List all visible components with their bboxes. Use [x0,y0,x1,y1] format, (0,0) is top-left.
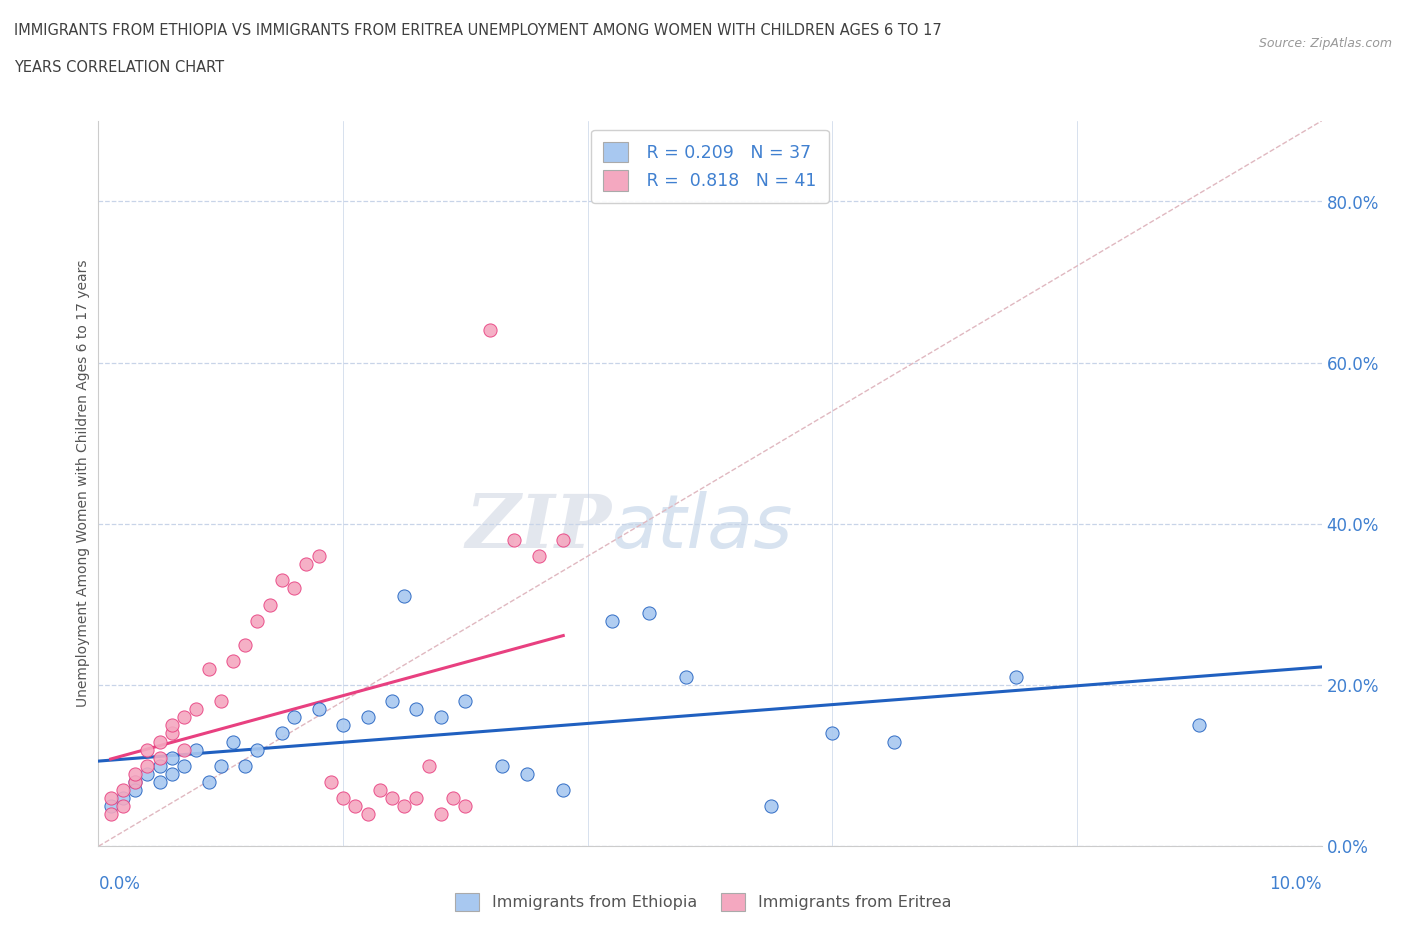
Point [527,549,550,564]
Legend: Immigrants from Ethiopia, Immigrants from Eritrea: Immigrants from Ethiopia, Immigrants fro… [449,886,957,917]
Point [136,766,159,781]
Point [761,799,783,814]
Point [478,323,501,338]
Point [441,790,464,805]
Point [392,589,416,604]
Point [173,742,195,757]
Point [100,806,122,821]
Point [100,799,122,814]
Point [368,782,391,797]
Point [270,726,294,741]
Point [136,758,159,773]
Point [381,790,404,805]
Point [270,573,294,588]
Point [197,775,219,790]
Point [222,734,245,749]
Point [332,790,354,805]
Text: ZIP: ZIP [465,491,612,564]
Text: IMMIGRANTS FROM ETHIOPIA VS IMMIGRANTS FROM ERITREA UNEMPLOYMENT AMONG WOMEN WIT: IMMIGRANTS FROM ETHIOPIA VS IMMIGRANTS F… [14,23,942,38]
Text: YEARS CORRELATION CHART: YEARS CORRELATION CHART [14,60,224,75]
Point [160,766,183,781]
Point [149,758,172,773]
Point [246,613,269,628]
Point [149,734,172,749]
Point [638,605,661,620]
Point [124,782,146,797]
Point [491,758,513,773]
Legend:  R = 0.209   N = 37,  R =  0.818   N = 41: R = 0.209 N = 37, R = 0.818 N = 41 [591,129,830,203]
Point [319,775,342,790]
Point [149,775,172,790]
Point [233,637,256,652]
Point [173,758,195,773]
Point [149,751,172,765]
Point [405,702,427,717]
Point [430,806,453,821]
Point [344,799,367,814]
Point [209,694,232,709]
Y-axis label: Unemployment Among Women with Children Ages 6 to 17 years: Unemployment Among Women with Children A… [76,259,90,708]
Point [173,710,195,724]
Point [111,790,134,805]
Point [405,790,427,805]
Point [283,581,305,596]
Point [883,734,905,749]
Point [160,751,183,765]
Point [124,766,146,781]
Point [209,758,232,773]
Point [356,710,378,724]
Point [308,702,330,717]
Point [821,726,844,741]
Point [308,549,330,564]
Text: Source: ZipAtlas.com: Source: ZipAtlas.com [1258,37,1392,50]
Point [111,782,134,797]
Point [553,533,575,548]
Point [233,758,256,773]
Point [392,799,416,814]
Point [418,758,440,773]
Point [600,613,623,628]
Point [124,775,146,790]
Point [186,702,208,717]
Point [186,742,208,757]
Point [160,718,183,733]
Point [454,799,477,814]
Point [111,799,134,814]
Point [136,742,159,757]
Point [259,597,281,612]
Text: 0.0%: 0.0% [98,875,141,894]
Point [295,557,318,572]
Point [356,806,378,821]
Point [124,775,146,790]
Point [283,710,305,724]
Point [454,694,477,709]
Point [160,726,183,741]
Point [503,533,526,548]
Point [332,718,354,733]
Point [381,694,404,709]
Point [1004,670,1026,684]
Point [197,661,219,676]
Point [430,710,453,724]
Point [100,790,122,805]
Point [553,782,575,797]
Point [675,670,697,684]
Text: atlas: atlas [612,491,793,564]
Point [222,654,245,669]
Point [1188,718,1211,733]
Text: 10.0%: 10.0% [1270,875,1322,894]
Point [516,766,538,781]
Point [246,742,269,757]
